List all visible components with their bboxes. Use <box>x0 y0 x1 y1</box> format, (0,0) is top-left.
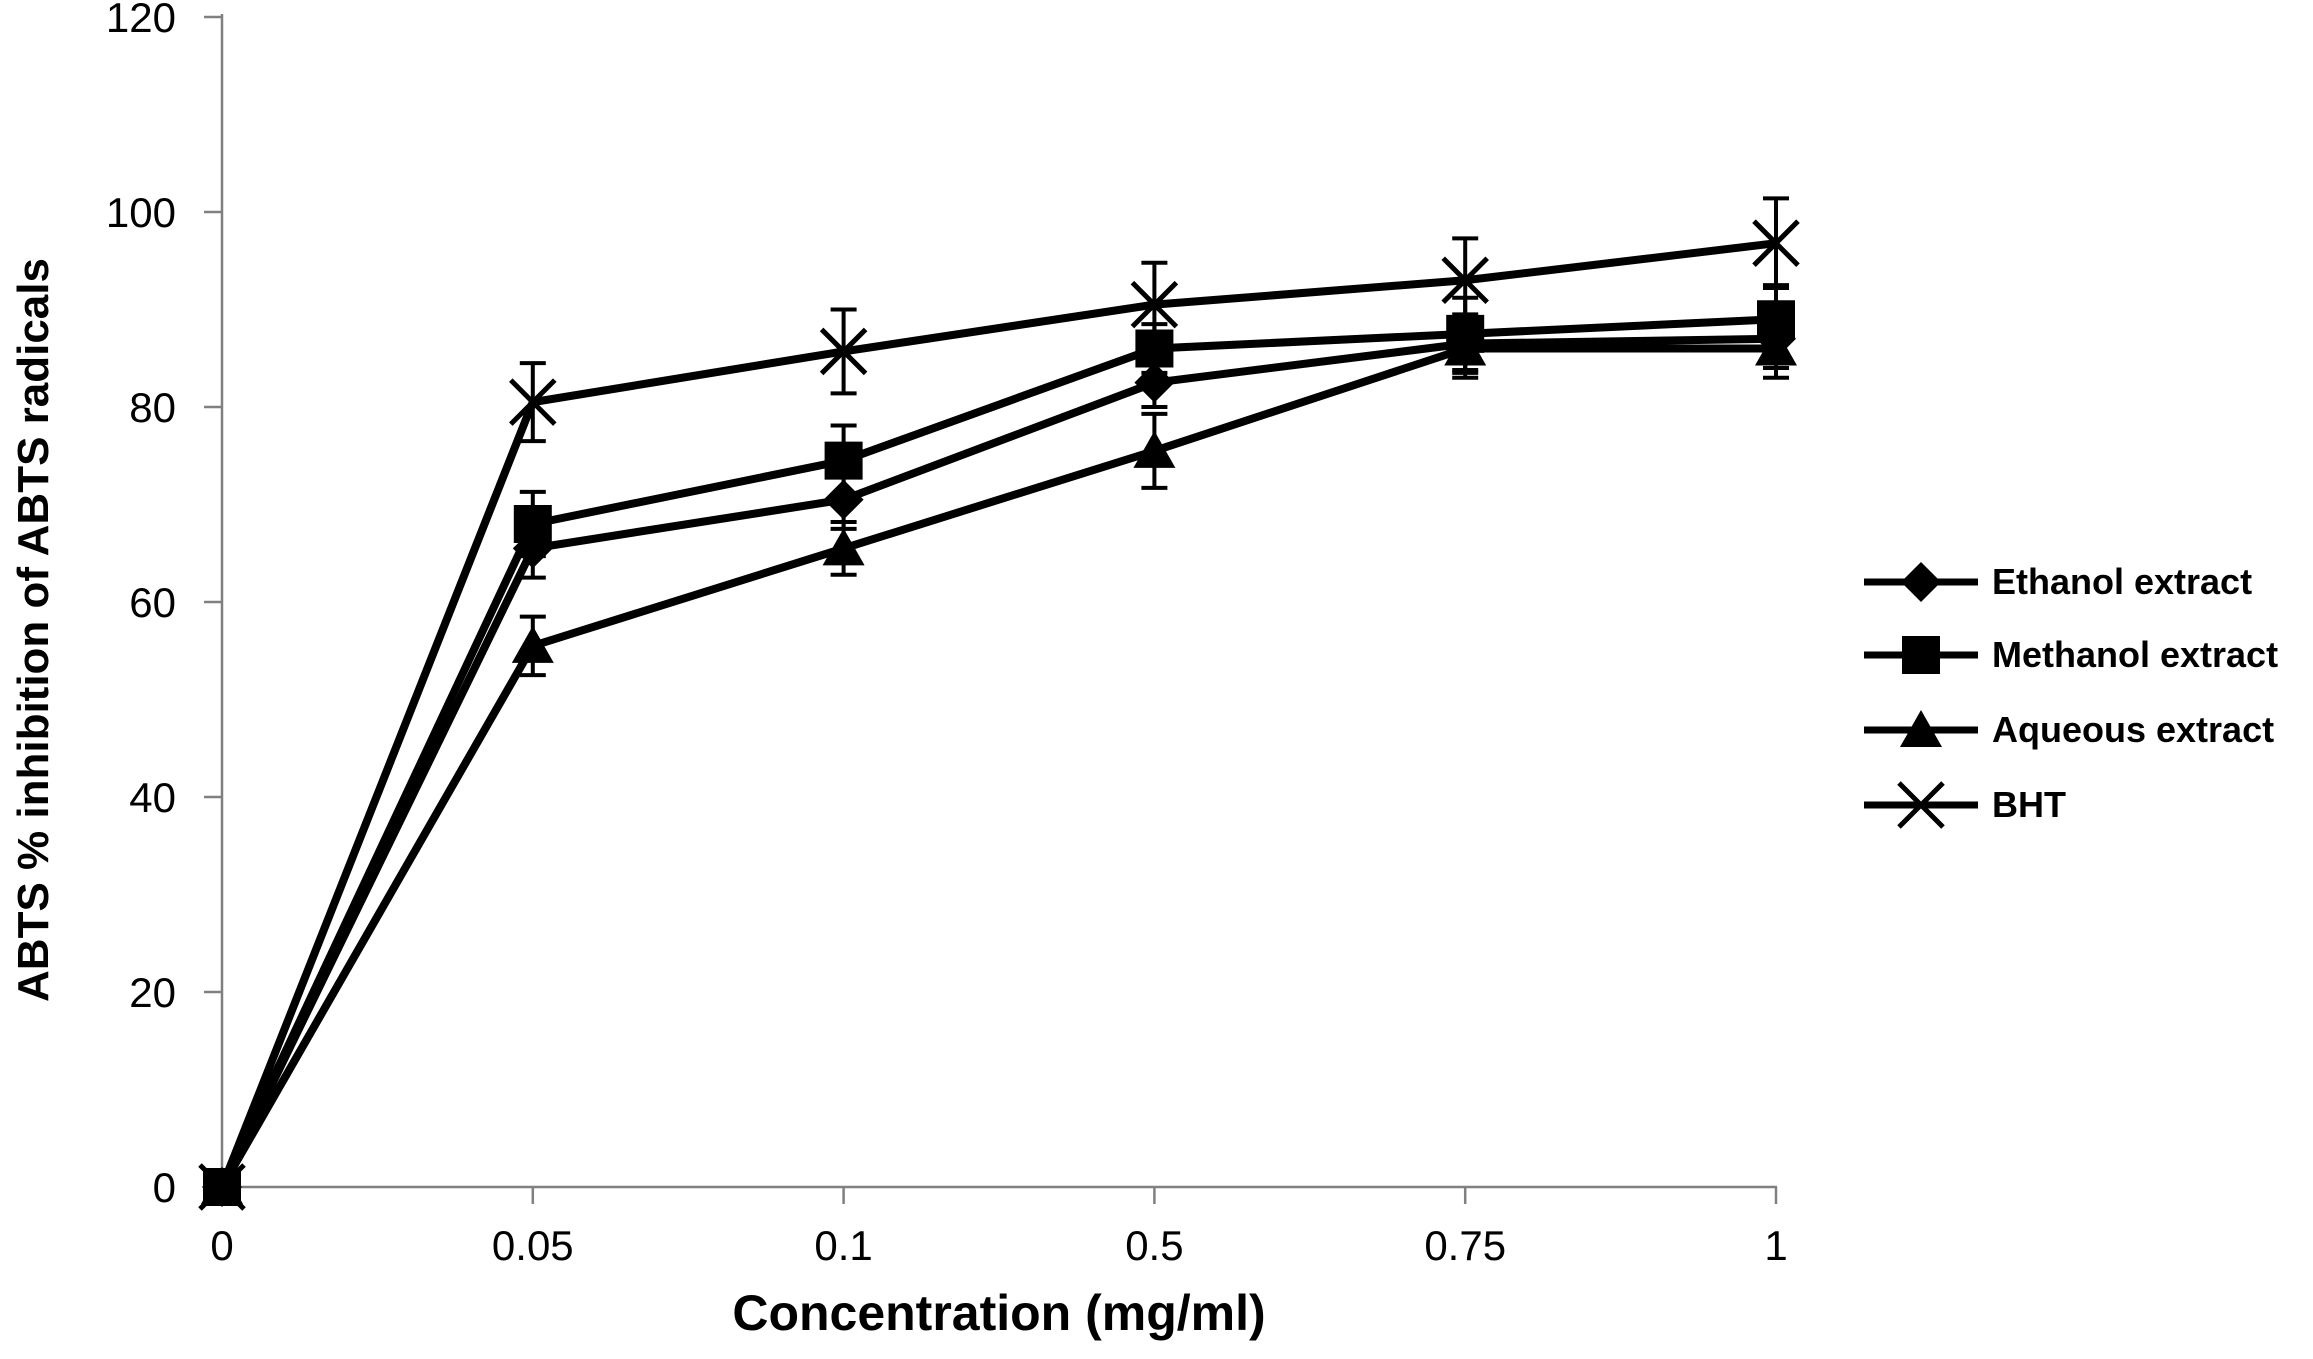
x-tick-label: 0 <box>210 1222 233 1269</box>
diamond-marker-icon <box>1901 562 1941 602</box>
legend-label: Methanol extract <box>1992 634 2279 675</box>
x-marker-stroke <box>1130 280 1179 329</box>
x-marker-icon <box>1130 280 1179 329</box>
square-marker-icon <box>1902 636 1940 674</box>
x-marker-stroke <box>509 378 557 426</box>
y-tick-label: 60 <box>129 579 176 626</box>
triangle-marker-icon <box>1755 328 1797 366</box>
y-tick-label: 0 <box>153 1164 176 1211</box>
y-axis-title: ABTS % inhibition of ABTS radicals <box>9 258 58 1002</box>
triangle-marker-icon <box>822 528 865 566</box>
x-tick-label: 0.75 <box>1424 1222 1506 1269</box>
legend-item-aqueous-extract: Aqueous extract <box>1858 700 2274 760</box>
y-tick-label: 80 <box>129 384 176 431</box>
triangle-marker-icon <box>1133 430 1176 468</box>
series-methanol-extract <box>203 300 1795 1206</box>
x-tick-label: 1 <box>1764 1222 1787 1269</box>
x-tick-label: 0.1 <box>814 1222 872 1269</box>
diamond-marker-icon <box>1134 362 1175 403</box>
x-marker-stroke <box>1752 219 1800 267</box>
x-marker-stroke <box>819 327 868 376</box>
legend-item-methanol-extract: Methanol extract <box>1858 625 2278 685</box>
y-tick-label: 120 <box>106 0 176 41</box>
y-tick-label: 20 <box>129 969 176 1016</box>
y-tick-label: 40 <box>129 774 176 821</box>
legend-label: BHT <box>1992 784 2066 825</box>
x-marker-icon <box>1752 219 1800 267</box>
x-marker-icon <box>1441 256 1489 305</box>
series-ethanol-extract <box>202 318 1796 1207</box>
x-marker-stroke <box>1441 256 1489 305</box>
series-line-ethanol-extract <box>218 334 1777 1189</box>
tick-labels: 0 20 40 60 80 100 120 0 0.05 0.1 0.5 0.75 1 <box>106 0 1788 1269</box>
y-tick-label: 100 <box>106 189 176 236</box>
x-axis-title: Concentration (mg/ml) <box>732 1285 1266 1341</box>
diamond-marker-icon <box>823 479 864 520</box>
legend-key-graphic <box>1864 562 1978 602</box>
x-marker-icon <box>819 327 868 376</box>
square-marker-icon <box>203 1168 241 1206</box>
legend-item-bht: BHT <box>1858 775 2066 835</box>
series-aqueous-extract <box>201 328 1797 1204</box>
x-marker-stroke <box>1897 781 1945 829</box>
series-line-methanol-extract <box>218 315 1777 1189</box>
square-marker-icon <box>1446 314 1485 353</box>
x-tick-label: 0.05 <box>492 1222 574 1269</box>
triangle-marker-icon <box>511 625 554 663</box>
triangle-marker-icon <box>1900 710 1942 747</box>
series-line-bht <box>218 239 1777 1189</box>
legend-key-graphic <box>1864 710 1978 747</box>
square-marker-icon <box>513 505 552 543</box>
legend-key-graphic <box>1864 636 1978 674</box>
square-marker-icon <box>824 441 863 480</box>
x-marker-icon <box>509 378 557 426</box>
legend-key-graphic <box>1864 781 1978 829</box>
x-marker-icon <box>1897 781 1945 829</box>
legend-item-ethanol-extract: Ethanol extract <box>1858 552 2252 612</box>
square-marker-icon <box>1135 329 1174 368</box>
x-tick-label: 0.5 <box>1125 1222 1183 1269</box>
series-line-aqueous-extract <box>218 344 1776 1189</box>
legend-label: Aqueous extract <box>1992 709 2275 750</box>
axes <box>204 14 1778 1204</box>
legend-label: Ethanol extract <box>1992 561 2253 602</box>
square-marker-icon <box>1757 300 1795 339</box>
